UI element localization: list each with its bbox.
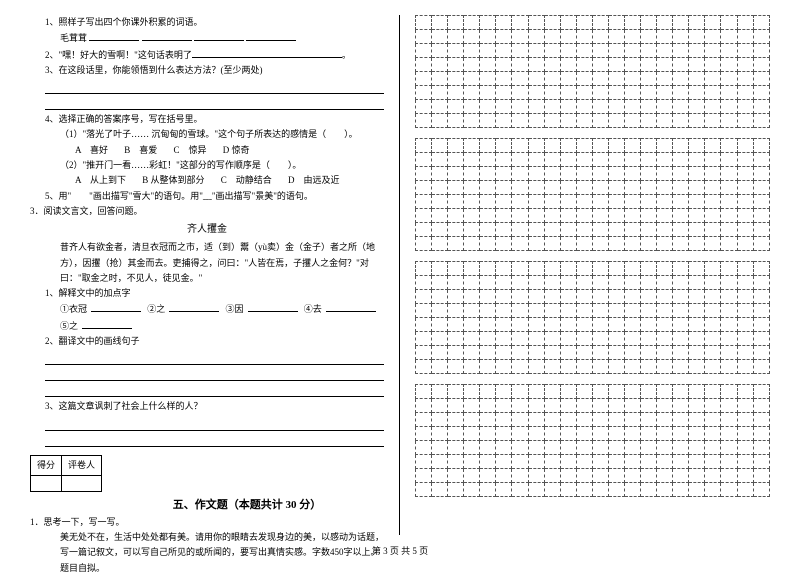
writing-grid-2[interactable] [415, 138, 770, 251]
blank[interactable] [326, 301, 376, 312]
blank[interactable] [91, 301, 141, 312]
right-column [400, 15, 770, 535]
opt[interactable]: D 惊奇 [223, 145, 250, 155]
blank[interactable] [169, 301, 219, 312]
q2-suffix: 。 [342, 50, 351, 60]
q4-1: （1）"落光了叶子…… 沉甸甸的雪球。"这个句子所表达的感情是（ ）。 [30, 127, 384, 142]
lbl: ⑤之 [60, 321, 78, 331]
blank[interactable] [82, 318, 132, 329]
score-label: 得分 [31, 455, 62, 475]
opt[interactable]: C 动静结合 [221, 175, 272, 185]
blank[interactable] [248, 301, 298, 312]
wenyan-body: 昔齐人有欲金者，清旦衣冠而之市，适（到）鬻（yù卖）金（金子）者之所（地方），因… [30, 240, 384, 286]
writing-grid-4[interactable] [415, 384, 770, 497]
left-column: 1、照样子写出四个你课外积累的词语。 毛茸茸 2、"嘿！好大的雪啊！"这句话表明… [30, 15, 400, 535]
reviewer-label: 评卷人 [62, 455, 102, 475]
answer-line[interactable] [45, 383, 384, 397]
writing-grid-1[interactable] [415, 15, 770, 128]
q5: 5、用" "画出描写"雪大"的语句。用"﹏"画出描写"景美"的语句。 [30, 189, 384, 204]
lbl: ②之 [147, 304, 165, 314]
answer-line[interactable] [45, 367, 384, 381]
q1-example-row: 毛茸茸 [30, 30, 384, 46]
wenyan-blanks: ①衣冠 ②之 ③因 ④去 ⑤之 [30, 301, 384, 334]
q4: 4、选择正确的答案序号，写在括号里。 [30, 112, 384, 127]
blank[interactable] [142, 30, 192, 41]
wenyan-title: 齐人攫金 [30, 221, 384, 238]
blank[interactable] [246, 30, 296, 41]
answer-line[interactable] [45, 80, 384, 94]
lbl: ①衣冠 [60, 304, 87, 314]
wenyan-q3: 3、这篇文章讽刺了社会上什么样的人？ [30, 399, 384, 414]
answer-line[interactable] [45, 351, 384, 365]
wenyan-q2: 2、翻译文中的画线句子 [30, 334, 384, 349]
opt[interactable]: D 由远及近 [288, 175, 340, 185]
writing-grid-3[interactable] [415, 261, 770, 374]
q1-example: 毛茸茸 [60, 33, 87, 43]
q1: 1、照样子写出四个你课外积累的词语。 [30, 15, 384, 30]
opt[interactable]: C 惊异 [174, 145, 207, 155]
opt[interactable]: B 从整体到部分 [142, 175, 204, 185]
lbl: ③因 [226, 304, 244, 314]
opt[interactable]: A 喜好 [75, 145, 108, 155]
q4-2-options: A 从上到下 B 从整体到部分 C 动静结合 D 由远及近 [30, 173, 384, 188]
essay-q: 1．思考一下，写一写。 [30, 515, 384, 530]
opt[interactable]: B 喜爱 [124, 145, 157, 155]
opt[interactable]: A 从上到下 [75, 175, 126, 185]
lbl: ④去 [304, 304, 322, 314]
answer-line[interactable] [45, 96, 384, 110]
q2-row: 2、"嘿！好大的雪啊！"这句话表明了 。 [30, 47, 384, 63]
q3: 3、在这段话里，你能领悟到什么表达方法？(至少两处) [30, 63, 384, 78]
page-footer: 第 3 页 共 5 页 [0, 544, 800, 557]
score-cell[interactable] [31, 475, 62, 491]
answer-line[interactable] [45, 417, 384, 431]
blank[interactable] [89, 30, 139, 41]
section5-heading: 五、作文题（本题共计 30 分） [30, 496, 384, 515]
wenyan-q1: 1、解释文中的加点字 [30, 286, 384, 301]
blank[interactable] [192, 47, 342, 58]
q4-1-options: A 喜好 B 喜爱 C 惊异 D 惊奇 [30, 143, 384, 158]
q4-2: （2）"推开门一看……彩虹！"这部分的写作顺序是（ ）。 [30, 158, 384, 173]
q2-prefix: 2、"嘿！好大的雪啊！"这句话表明了 [45, 50, 192, 60]
q3num: 3．阅读文言文，回答问题。 [30, 204, 384, 219]
score-table: 得分 评卷人 [30, 455, 102, 492]
exam-page: 1、照样子写出四个你课外积累的词语。 毛茸茸 2、"嘿！好大的雪啊！"这句话表明… [0, 0, 800, 565]
answer-line[interactable] [45, 433, 384, 447]
reviewer-cell[interactable] [62, 475, 102, 491]
blank[interactable] [194, 30, 244, 41]
